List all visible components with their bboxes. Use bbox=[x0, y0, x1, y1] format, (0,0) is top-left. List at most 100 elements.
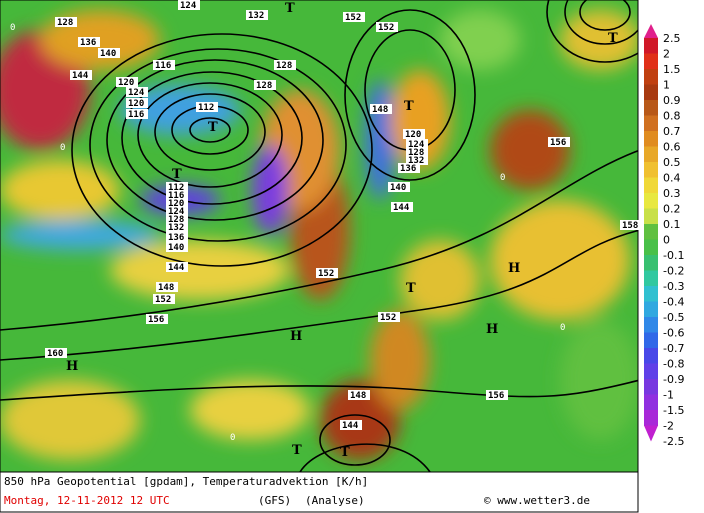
contour-label: 160 bbox=[47, 349, 63, 359]
label-bg bbox=[348, 390, 370, 400]
label-bg bbox=[343, 12, 365, 22]
label-bg bbox=[391, 202, 413, 212]
pressure-center: T bbox=[292, 443, 302, 458]
label-bg bbox=[274, 60, 296, 70]
label-bg bbox=[166, 190, 188, 200]
legend-swatch bbox=[644, 394, 658, 411]
label-bg bbox=[166, 198, 188, 208]
contour-label: 140 bbox=[390, 183, 406, 193]
contour-label: 112 bbox=[198, 103, 214, 113]
pressure-center: H bbox=[508, 261, 520, 276]
label-bg bbox=[406, 147, 428, 157]
legend-label: 0.8 bbox=[663, 110, 681, 123]
contour-label: 152 bbox=[378, 23, 394, 33]
label-bg bbox=[254, 80, 276, 90]
legend-label: 1 bbox=[663, 79, 670, 92]
legend-swatch bbox=[644, 363, 658, 380]
legend-swatch bbox=[644, 270, 658, 287]
contour-label: 128 bbox=[276, 61, 292, 71]
legend-swatch bbox=[644, 286, 658, 302]
contour-label: 156 bbox=[148, 315, 164, 325]
legend-label: -0.1 bbox=[663, 249, 684, 262]
legend-label: 0.4 bbox=[663, 172, 681, 185]
contour-label: 132 bbox=[248, 11, 264, 21]
label-bg bbox=[55, 17, 77, 27]
label-bg bbox=[166, 222, 188, 232]
legend-label: -0.9 bbox=[663, 373, 684, 386]
contour-label: 136 bbox=[400, 164, 416, 174]
caption: 850 hPa Geopotential [gpdam], Temperatur… bbox=[4, 475, 368, 488]
label-bg bbox=[156, 282, 178, 292]
contour-label: 136 bbox=[80, 38, 96, 48]
contour-label: 144 bbox=[342, 421, 359, 431]
legend-swatch bbox=[644, 100, 658, 116]
label-bg bbox=[70, 70, 92, 80]
pressure-center: T bbox=[340, 445, 350, 460]
legend-swatch bbox=[644, 131, 658, 147]
legend-swatch bbox=[644, 162, 658, 178]
contour-label: 144 bbox=[168, 263, 185, 273]
legend-swatch bbox=[644, 301, 658, 318]
legend-label: 0.3 bbox=[663, 187, 681, 200]
credit: © www.wetter3.de bbox=[484, 494, 590, 507]
label-bg bbox=[486, 390, 508, 400]
contour-label: 120 bbox=[168, 199, 184, 209]
label-bg bbox=[126, 87, 148, 97]
contour-label: 116 bbox=[168, 191, 184, 201]
label-bg bbox=[146, 314, 168, 324]
legend-label: 0.9 bbox=[663, 94, 681, 107]
label-bg bbox=[398, 163, 420, 173]
label-bg bbox=[196, 102, 218, 112]
label-bg bbox=[166, 232, 188, 242]
contour-label: 156 bbox=[550, 138, 566, 148]
color-legend: 2.5 2 1.5 1 0.9 0.8 0.7 0.6 0.5 0.4 0.3 0.2 0.1 0 -0.1… bbox=[644, 24, 684, 448]
label-bg bbox=[406, 155, 428, 165]
label-bg bbox=[153, 294, 175, 304]
legend-label: -2 bbox=[663, 420, 674, 433]
map-field bbox=[0, 0, 638, 472]
legend-label: -0.2 bbox=[663, 265, 684, 278]
legend-swatch bbox=[644, 193, 658, 209]
legend-label: 1.5 bbox=[663, 63, 681, 76]
contour-label: 144 bbox=[393, 203, 410, 213]
contour-label: 158 bbox=[622, 221, 638, 231]
contour-label: 116 bbox=[128, 110, 144, 120]
legend-label: 0.2 bbox=[663, 203, 681, 216]
legend-label: -1.5 bbox=[663, 404, 684, 417]
label-bg bbox=[126, 98, 148, 108]
legend-swatch bbox=[644, 84, 658, 101]
legend-swatch bbox=[644, 255, 658, 271]
pressure-center: T bbox=[406, 281, 416, 296]
pressure-center: T bbox=[608, 31, 618, 46]
contour-label: 152 bbox=[318, 269, 334, 279]
contour-label: 0 bbox=[560, 323, 565, 333]
legend-label: 2 bbox=[663, 48, 670, 61]
label-bg bbox=[98, 48, 120, 58]
contour-label: 140 bbox=[168, 243, 184, 253]
pressure-center: T bbox=[285, 1, 295, 16]
label-bg bbox=[166, 242, 188, 252]
label-bg bbox=[388, 182, 410, 192]
legend-label: -0.7 bbox=[663, 342, 684, 355]
legend-label: -0.8 bbox=[663, 358, 684, 371]
date: Montag, 12-11-2012 12 UTC bbox=[4, 494, 170, 507]
legend-label: 0.7 bbox=[663, 125, 681, 138]
contour-label: 124 bbox=[180, 1, 197, 11]
contour-label: 124 bbox=[128, 88, 145, 98]
pressure-center: T bbox=[172, 167, 182, 182]
pressure-center: T bbox=[208, 120, 218, 135]
legend-swatch bbox=[644, 348, 658, 364]
legend-swatch bbox=[644, 146, 658, 163]
contour-label: 128 bbox=[57, 18, 73, 28]
contour-label: 124 bbox=[408, 140, 425, 150]
legend-swatch bbox=[644, 53, 658, 70]
contour-label: 128 bbox=[408, 148, 424, 158]
legend-label: -0.3 bbox=[663, 280, 684, 293]
label-bg bbox=[340, 420, 362, 430]
legend-label: -2.5 bbox=[663, 435, 684, 448]
model: (GFS) bbox=[258, 494, 291, 507]
label-bg bbox=[178, 0, 200, 10]
contour-label: 120 bbox=[128, 99, 144, 109]
contour-label: 132 bbox=[168, 223, 184, 233]
